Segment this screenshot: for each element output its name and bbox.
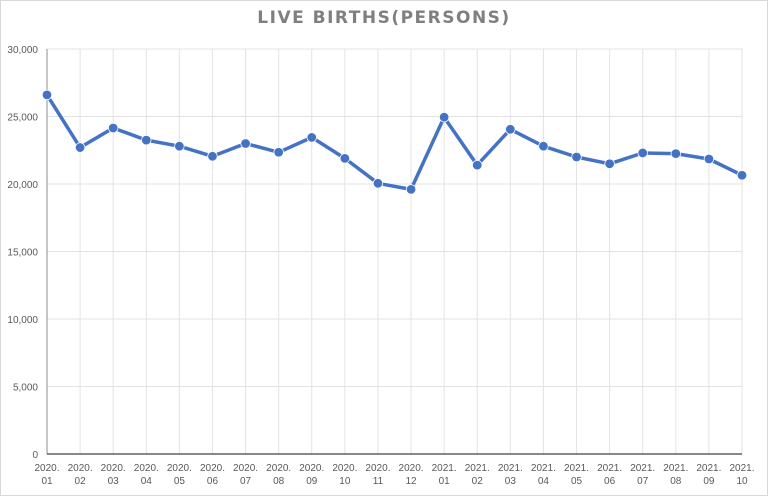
data-point-marker (505, 124, 516, 135)
data-point-marker (736, 170, 748, 181)
data-series (41, 89, 748, 195)
data-point-marker (538, 140, 549, 152)
y-tick-label: 15,000 (7, 248, 38, 259)
x-tick-label: 2021. 03 (498, 463, 523, 487)
data-point-marker (703, 153, 715, 165)
chart-title: LIVE BIRTHS(PERSONS) (257, 8, 511, 28)
data-point-marker (604, 158, 615, 169)
data-point-marker (41, 89, 53, 101)
data-point-marker (670, 148, 682, 159)
y-tick-label: 25,000 (7, 113, 38, 124)
data-point-marker (405, 184, 417, 195)
x-axis: 2020. 01 2020. 02 2020. 03 2020. 04 2020. 05 2020.… (34, 453, 755, 487)
y-tick-label: 0 (32, 450, 38, 461)
x-tick-label: 2021. 07 (630, 463, 655, 487)
data-point-marker (472, 159, 483, 171)
x-tick-label: 2020. 12 (399, 463, 424, 487)
x-tick-label: 2020. 03 (101, 463, 126, 487)
data-point-marker (141, 134, 152, 146)
data-point-marker (571, 151, 582, 163)
x-tick-label: 2020. 09 (299, 463, 324, 487)
data-point-marker (306, 132, 317, 143)
x-tick-label: 2020. 06 (200, 463, 225, 487)
data-point-marker (107, 122, 119, 134)
data-point-marker (74, 142, 86, 153)
x-tick-label: 2021. 04 (531, 463, 556, 487)
gridlines (47, 48, 743, 454)
x-tick-label: 2021. 06 (597, 463, 622, 487)
x-tick-label: 2021. 05 (564, 463, 589, 487)
y-tick-label: 10,000 (7, 315, 38, 326)
data-point-marker (438, 111, 450, 123)
x-tick-label: 2020. 08 (266, 463, 291, 487)
x-tick-label: 2021. 01 (432, 463, 457, 487)
x-tick-label: 2020. 07 (233, 463, 258, 487)
x-tick-label: 2020. 04 (134, 463, 159, 487)
data-point-marker (372, 178, 384, 189)
x-tick-label: 2021. 09 (696, 463, 721, 487)
data-point-marker (174, 140, 185, 152)
data-point-marker (339, 153, 351, 164)
x-tick-label: 2020. 01 (34, 463, 59, 487)
x-tick-label: 2020. 11 (365, 463, 390, 487)
x-tick-label: 2020. 05 (167, 463, 192, 487)
data-point-marker (273, 147, 284, 158)
x-tick-label: 2021. 02 (465, 463, 490, 487)
y-axis: 0 5,000 10,000 15,000 20,000 25,000 30,000 (7, 45, 48, 461)
x-tick-label: 2020. 10 (332, 463, 357, 487)
data-point-marker (240, 138, 251, 149)
x-tick-label: 2021. 10 (729, 463, 754, 487)
series-line (45, 93, 743, 192)
data-point-marker (207, 151, 218, 162)
y-tick-label: 20,000 (7, 180, 38, 191)
x-tick-label: 2020. 02 (68, 463, 93, 487)
y-tick-label: 30,000 (7, 45, 38, 56)
y-tick-label: 5,000 (13, 383, 38, 394)
x-tick-label: 2021. 08 (663, 463, 688, 487)
data-point-marker (637, 147, 648, 159)
